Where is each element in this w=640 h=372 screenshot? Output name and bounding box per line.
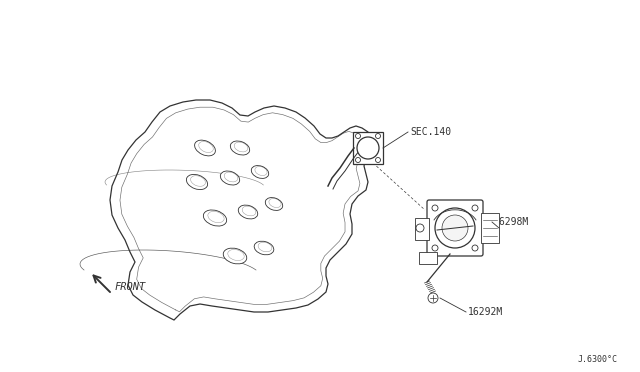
Circle shape	[432, 205, 438, 211]
Ellipse shape	[230, 141, 250, 155]
Bar	[415, 218, 429, 240]
Ellipse shape	[254, 241, 274, 255]
Circle shape	[376, 134, 381, 138]
Circle shape	[472, 245, 478, 251]
Bar	[419, 252, 437, 264]
Circle shape	[357, 137, 379, 159]
Circle shape	[472, 205, 478, 211]
Text: 16292M: 16292M	[468, 307, 503, 317]
Ellipse shape	[252, 166, 269, 179]
Polygon shape	[110, 100, 372, 320]
Text: FRONT: FRONT	[115, 282, 147, 292]
Circle shape	[432, 245, 438, 251]
Circle shape	[442, 215, 468, 241]
Circle shape	[428, 293, 438, 303]
Circle shape	[435, 208, 475, 248]
Ellipse shape	[238, 205, 258, 219]
Bar	[481, 213, 499, 243]
Bar	[353, 132, 383, 164]
Ellipse shape	[266, 198, 283, 211]
Circle shape	[416, 224, 424, 232]
Text: J.6300°C: J.6300°C	[578, 355, 618, 364]
Circle shape	[355, 134, 360, 138]
Ellipse shape	[186, 174, 207, 190]
Ellipse shape	[195, 140, 216, 156]
Circle shape	[376, 157, 381, 163]
FancyBboxPatch shape	[427, 200, 483, 256]
Ellipse shape	[204, 210, 227, 226]
Ellipse shape	[220, 171, 239, 185]
Text: SEC.140: SEC.140	[410, 127, 451, 137]
Ellipse shape	[223, 248, 247, 264]
Text: 16298M: 16298M	[494, 217, 529, 227]
Circle shape	[355, 157, 360, 163]
